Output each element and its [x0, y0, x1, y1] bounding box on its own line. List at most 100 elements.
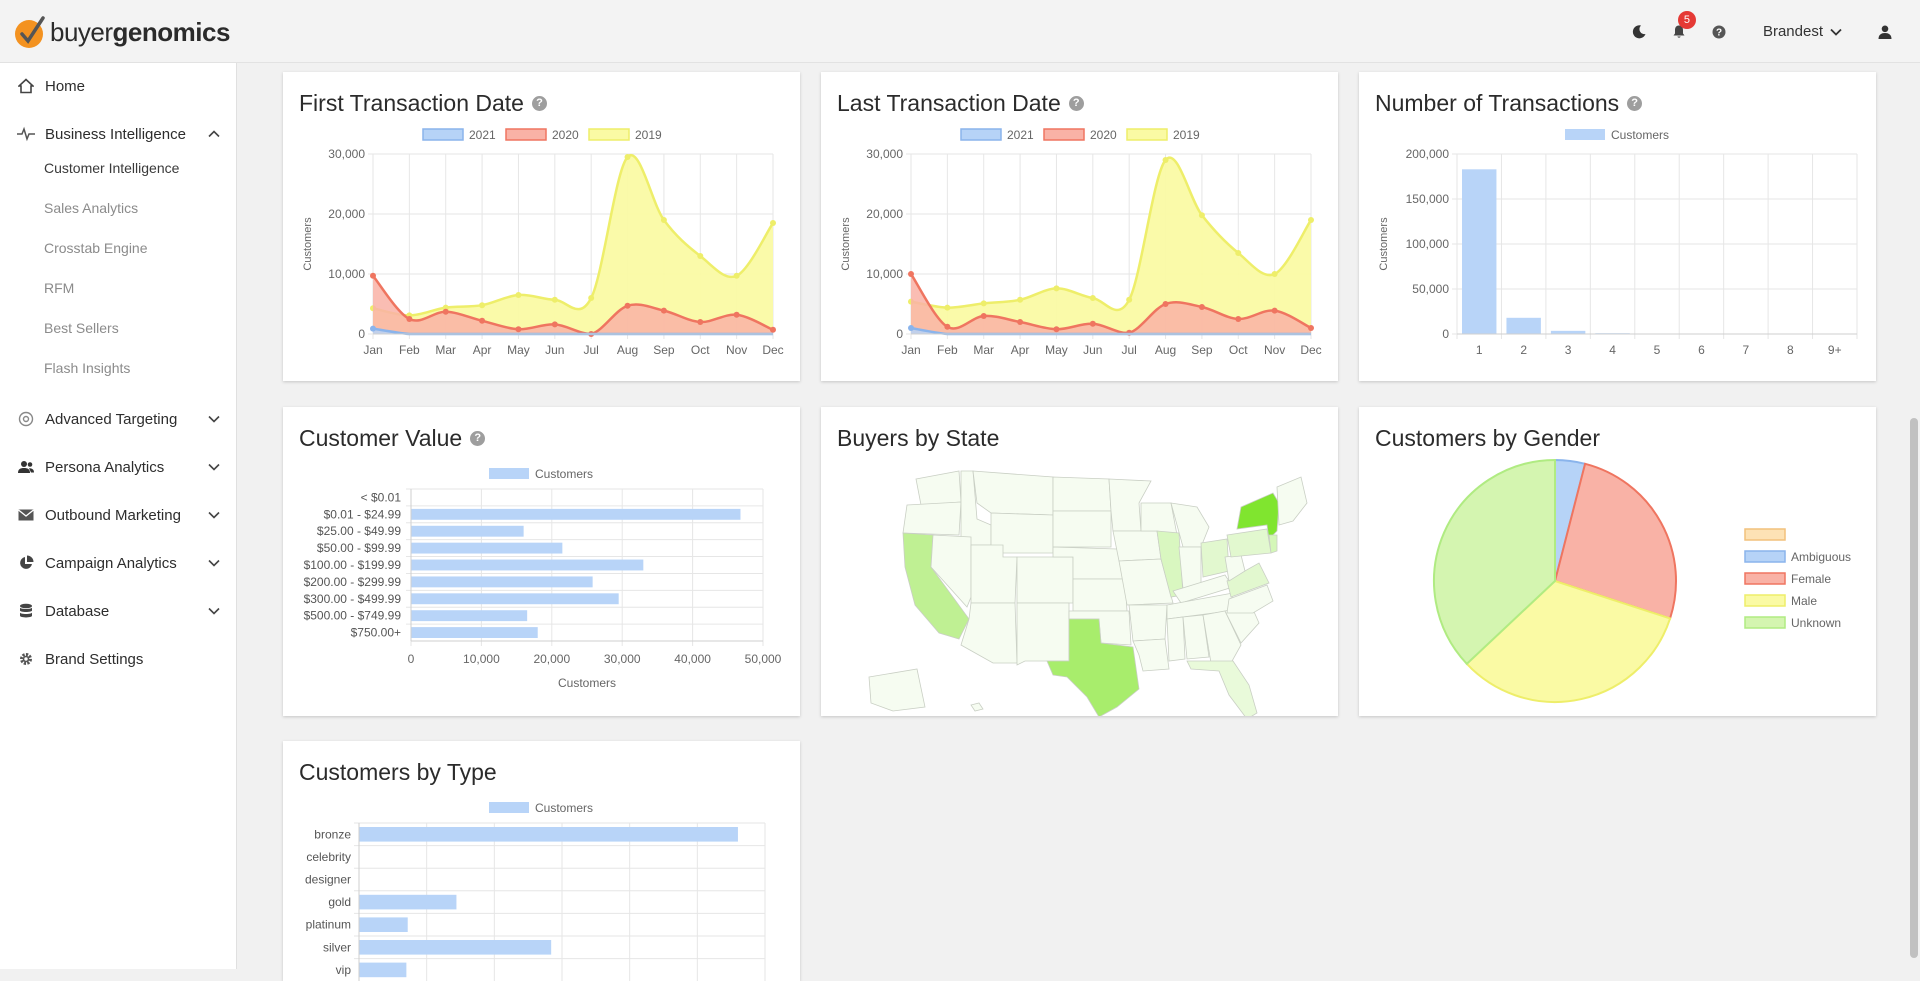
data-point-2020 — [370, 273, 376, 279]
data-point-2020 — [443, 309, 449, 315]
y-tick-label: 10,000 — [328, 267, 365, 281]
x-tick-label: Aug — [617, 343, 638, 357]
chevron-up-icon — [206, 126, 222, 142]
x-tick-label: Aug — [1155, 343, 1176, 357]
bar — [411, 610, 527, 621]
x-tick-label: 1 — [1476, 343, 1483, 357]
legend-label: Male — [1791, 594, 1817, 608]
bar-1 — [1462, 169, 1496, 334]
y-tick-label: $750.00+ — [351, 626, 401, 640]
y-axis-label: Customers — [302, 217, 314, 271]
data-point-2019 — [944, 305, 950, 311]
moon-icon — [1631, 24, 1647, 40]
data-point-2019 — [1053, 285, 1059, 291]
data-point-2019 — [734, 273, 740, 279]
page-scrollbar[interactable] — [1907, 63, 1920, 969]
data-point-2020 — [1017, 319, 1023, 325]
help-button[interactable]: ? — [1704, 17, 1734, 47]
legend-swatch — [1745, 617, 1785, 628]
nav-business-intelligence[interactable]: Business Intelligence — [0, 114, 237, 154]
app-logo[interactable]: buyergenomics — [14, 14, 230, 50]
data-point-2019 — [1090, 295, 1096, 301]
envelope-icon — [17, 506, 35, 524]
legend-label: Ambiguous — [1791, 550, 1851, 564]
chevron-down-icon — [206, 459, 222, 475]
us-states-map[interactable] — [821, 407, 1338, 716]
bar — [411, 526, 524, 537]
data-point-2020 — [625, 303, 631, 309]
nav-persona-analytics-label: Persona Analytics — [45, 459, 164, 476]
nav-brand-settings[interactable]: Brand Settings — [0, 639, 237, 679]
y-tick-label: $0.01 - $24.99 — [324, 507, 402, 521]
y-tick-label: $300.00 - $499.99 — [304, 592, 402, 606]
dark-mode-toggle[interactable] — [1624, 17, 1654, 47]
nav-brand-settings-label: Brand Settings — [45, 651, 143, 668]
x-tick-label: Apr — [1011, 343, 1030, 357]
y-tick-label: 0 — [1442, 327, 1449, 341]
nav-home[interactable]: Home — [0, 66, 237, 106]
map-state-wisconsin — [1141, 503, 1177, 535]
nav-persona-analytics[interactable]: Persona Analytics — [0, 447, 237, 487]
gear-icon — [17, 650, 35, 668]
user-menu-button[interactable] — [1870, 17, 1900, 47]
nav-business-intelligence-label: Business Intelligence — [45, 126, 186, 143]
nav-crosstab-engine[interactable]: Crosstab Engine — [44, 240, 148, 256]
scrollbar-thumb[interactable] — [1910, 418, 1918, 958]
legend-label-customers: Customers — [535, 801, 593, 815]
x-tick-label: Jul — [584, 343, 599, 357]
x-tick-label: 7 — [1743, 343, 1750, 357]
x-tick-label: Apr — [473, 343, 492, 357]
users-icon — [17, 458, 35, 476]
y-tick-label: 30,000 — [328, 147, 365, 161]
nav-outbound-marketing[interactable]: Outbound Marketing — [0, 495, 237, 535]
nav-flash-insights[interactable]: Flash Insights — [44, 360, 130, 376]
map-state-hawaii — [971, 703, 983, 711]
user-icon — [1877, 24, 1893, 40]
nav-database[interactable]: Database — [0, 591, 237, 631]
nav-rfm[interactable]: RFM — [44, 280, 74, 296]
y-tick-label: $100.00 - $199.99 — [304, 558, 402, 572]
x-tick-label: 9+ — [1828, 343, 1842, 357]
x-axis-label: Customers — [558, 676, 616, 690]
x-tick-label: 20,000 — [533, 652, 570, 666]
legend-label-customers: Customers — [535, 467, 593, 481]
x-tick-label: Sep — [653, 343, 675, 357]
y-tick-label: celebrity — [306, 850, 351, 864]
y-axis-label: Customers — [1378, 217, 1390, 271]
legend-swatch-2021 — [423, 129, 463, 140]
chevron-down-icon — [206, 603, 222, 619]
x-tick-label: 5 — [1654, 343, 1661, 357]
target-icon — [17, 410, 35, 428]
x-tick-label: 2 — [1520, 343, 1527, 357]
nav-best-sellers[interactable]: Best Sellers — [44, 320, 119, 336]
sidebar: Home Business Intelligence Customer Inte… — [0, 63, 237, 969]
x-tick-label: Feb — [399, 343, 420, 357]
nav-advanced-targeting[interactable]: Advanced Targeting — [0, 399, 237, 439]
y-tick-label: $200.00 - $299.99 — [304, 575, 402, 589]
nav-campaign-analytics[interactable]: Campaign Analytics — [0, 543, 237, 583]
bar-2 — [1506, 318, 1540, 334]
legend-swatch-2020 — [506, 129, 546, 140]
nav-sales-analytics[interactable]: Sales Analytics — [44, 200, 138, 216]
data-point-2019 — [552, 297, 558, 303]
legend-swatch-customers — [1565, 129, 1605, 140]
data-point-2019 — [661, 217, 667, 223]
map-state-kansas — [1073, 579, 1127, 611]
x-tick-label: Mar — [973, 343, 994, 357]
brand-selector[interactable]: Brandest — [1763, 23, 1843, 40]
bar-silver — [359, 940, 551, 955]
x-tick-label: 50,000 — [745, 652, 782, 666]
data-point-2019 — [1163, 157, 1169, 163]
chevron-down-icon — [1829, 25, 1843, 39]
data-point-2019 — [1199, 212, 1205, 218]
x-tick-label: Oct — [691, 343, 710, 357]
x-tick-label: 3 — [1565, 343, 1572, 357]
x-tick-label: 30,000 — [604, 652, 641, 666]
notifications-button[interactable]: 5 — [1664, 17, 1694, 47]
nav-customer-intelligence[interactable]: Customer Intelligence — [44, 160, 179, 176]
x-tick-label: Nov — [1264, 343, 1285, 357]
x-tick-label: Oct — [1229, 343, 1248, 357]
database-icon — [17, 602, 35, 620]
